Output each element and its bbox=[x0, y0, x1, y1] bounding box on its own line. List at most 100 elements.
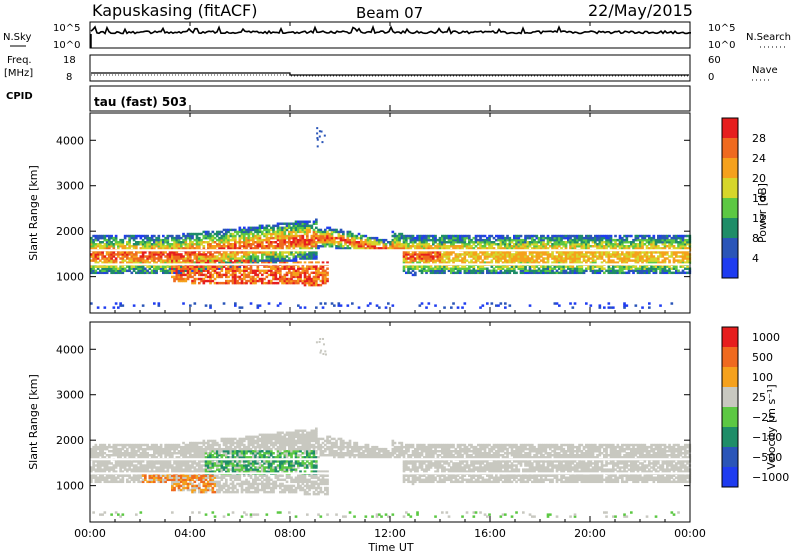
heatmap-cell bbox=[200, 273, 203, 277]
heatmap-cell bbox=[110, 474, 113, 477]
heatmap-cell bbox=[159, 466, 163, 469]
heatmap-cell bbox=[182, 265, 185, 268]
heatmap-cell bbox=[290, 251, 293, 254]
heatmap-cell bbox=[337, 236, 341, 240]
heatmap-cell bbox=[321, 269, 325, 273]
heatmap-cell bbox=[146, 443, 149, 447]
heatmap-cell bbox=[661, 261, 665, 264]
heatmap-cell bbox=[114, 460, 118, 463]
heatmap-cell bbox=[272, 241, 275, 244]
heatmap-cell bbox=[126, 234, 129, 238]
heatmap-cell bbox=[618, 259, 622, 262]
heatmap-cell bbox=[396, 236, 399, 240]
heatmap-cell bbox=[522, 251, 525, 254]
heatmap-cell bbox=[139, 466, 143, 469]
heatmap-cell bbox=[481, 265, 485, 268]
heatmap-cell bbox=[207, 265, 210, 268]
heatmap-cell bbox=[407, 251, 410, 254]
heatmap-cell bbox=[105, 476, 109, 479]
heatmap-cell bbox=[245, 269, 248, 273]
heatmap-cell bbox=[578, 265, 581, 268]
heatmap-cell bbox=[591, 259, 595, 262]
heatmap-cell bbox=[263, 259, 266, 262]
heatmap-cell bbox=[657, 255, 660, 258]
heatmap-cell bbox=[657, 257, 660, 260]
heatmap-cell bbox=[315, 241, 318, 244]
heatmap-cell bbox=[144, 470, 147, 473]
heatmap-cell bbox=[283, 230, 287, 234]
heatmap-cell bbox=[315, 226, 318, 230]
heatmap-cell bbox=[470, 259, 473, 262]
heatmap-cell bbox=[416, 234, 419, 238]
heatmap-cell bbox=[542, 238, 545, 242]
heatmap-cell bbox=[222, 241, 226, 244]
heatmap-cell bbox=[587, 234, 590, 238]
heatmap-cell bbox=[119, 515, 122, 518]
heatmap-cell bbox=[105, 445, 109, 449]
heatmap-cell bbox=[157, 302, 161, 305]
heatmap-cell bbox=[461, 253, 464, 256]
heatmap-cell bbox=[225, 234, 228, 238]
heatmap-cell bbox=[465, 251, 469, 254]
heatmap-cell bbox=[681, 245, 685, 248]
heatmap-cell bbox=[218, 281, 221, 285]
heatmap-cell bbox=[681, 259, 685, 262]
heatmap-cell bbox=[265, 269, 269, 273]
heatmap-cell bbox=[114, 253, 118, 256]
heatmap-cell bbox=[168, 464, 172, 467]
heatmap-cell bbox=[90, 302, 93, 305]
heatmap-cell bbox=[474, 257, 478, 260]
heatmap-cell bbox=[193, 243, 197, 246]
heatmap-cell bbox=[573, 245, 577, 248]
heatmap-cell bbox=[182, 255, 185, 258]
heatmap-cell bbox=[528, 259, 532, 262]
heatmap-cell bbox=[164, 261, 167, 264]
heatmap-cell bbox=[144, 464, 147, 467]
heatmap-cell bbox=[510, 247, 514, 250]
heatmap-cell bbox=[492, 253, 496, 256]
heatmap-cell bbox=[283, 234, 287, 238]
heatmap-cell bbox=[425, 251, 428, 254]
heatmap-cell bbox=[225, 245, 228, 248]
heatmap-cell bbox=[292, 224, 296, 228]
heatmap-cell bbox=[411, 265, 415, 268]
heatmap-cell bbox=[463, 251, 467, 254]
heatmap-cell bbox=[234, 236, 237, 240]
heatmap-cell bbox=[405, 265, 408, 268]
heatmap-cell bbox=[612, 261, 615, 264]
heatmap-cell bbox=[675, 269, 678, 273]
heatmap-cell bbox=[238, 234, 242, 238]
heatmap-cell bbox=[369, 238, 372, 242]
heatmap-cell bbox=[398, 234, 401, 238]
heatmap-cell bbox=[243, 265, 246, 268]
heatmap-cell bbox=[92, 474, 95, 477]
heatmap-cell bbox=[303, 261, 307, 264]
heatmap-cell bbox=[283, 222, 287, 225]
heatmap-cell bbox=[603, 247, 606, 250]
heatmap-cell bbox=[225, 257, 228, 260]
heatmap-cell bbox=[166, 466, 170, 469]
heatmap-cell bbox=[632, 245, 635, 248]
heatmap-cell bbox=[153, 241, 156, 244]
heatmap-cell bbox=[103, 306, 107, 309]
heatmap-cell bbox=[101, 265, 104, 268]
heatmap-cell bbox=[265, 271, 269, 275]
heatmap-cell bbox=[267, 279, 271, 283]
heatmap-cell bbox=[441, 261, 444, 264]
heatmap-cell bbox=[312, 220, 316, 223]
heatmap-cell bbox=[123, 462, 127, 465]
heatmap-cell bbox=[306, 245, 309, 248]
heatmap-cell bbox=[679, 259, 683, 262]
heatmap-cell bbox=[153, 245, 156, 248]
heatmap-cell bbox=[281, 236, 284, 240]
heatmap-cell bbox=[155, 443, 158, 447]
heatmap-cell bbox=[618, 238, 622, 242]
heatmap-cell bbox=[562, 241, 566, 244]
heatmap-cell bbox=[645, 257, 649, 260]
heatmap-cell bbox=[159, 460, 163, 463]
heatmap-cell bbox=[425, 271, 428, 275]
heatmap-cell bbox=[301, 257, 305, 260]
heatmap-cell bbox=[117, 447, 120, 451]
heatmap-cell bbox=[324, 241, 327, 244]
heatmap-cell bbox=[94, 476, 98, 479]
